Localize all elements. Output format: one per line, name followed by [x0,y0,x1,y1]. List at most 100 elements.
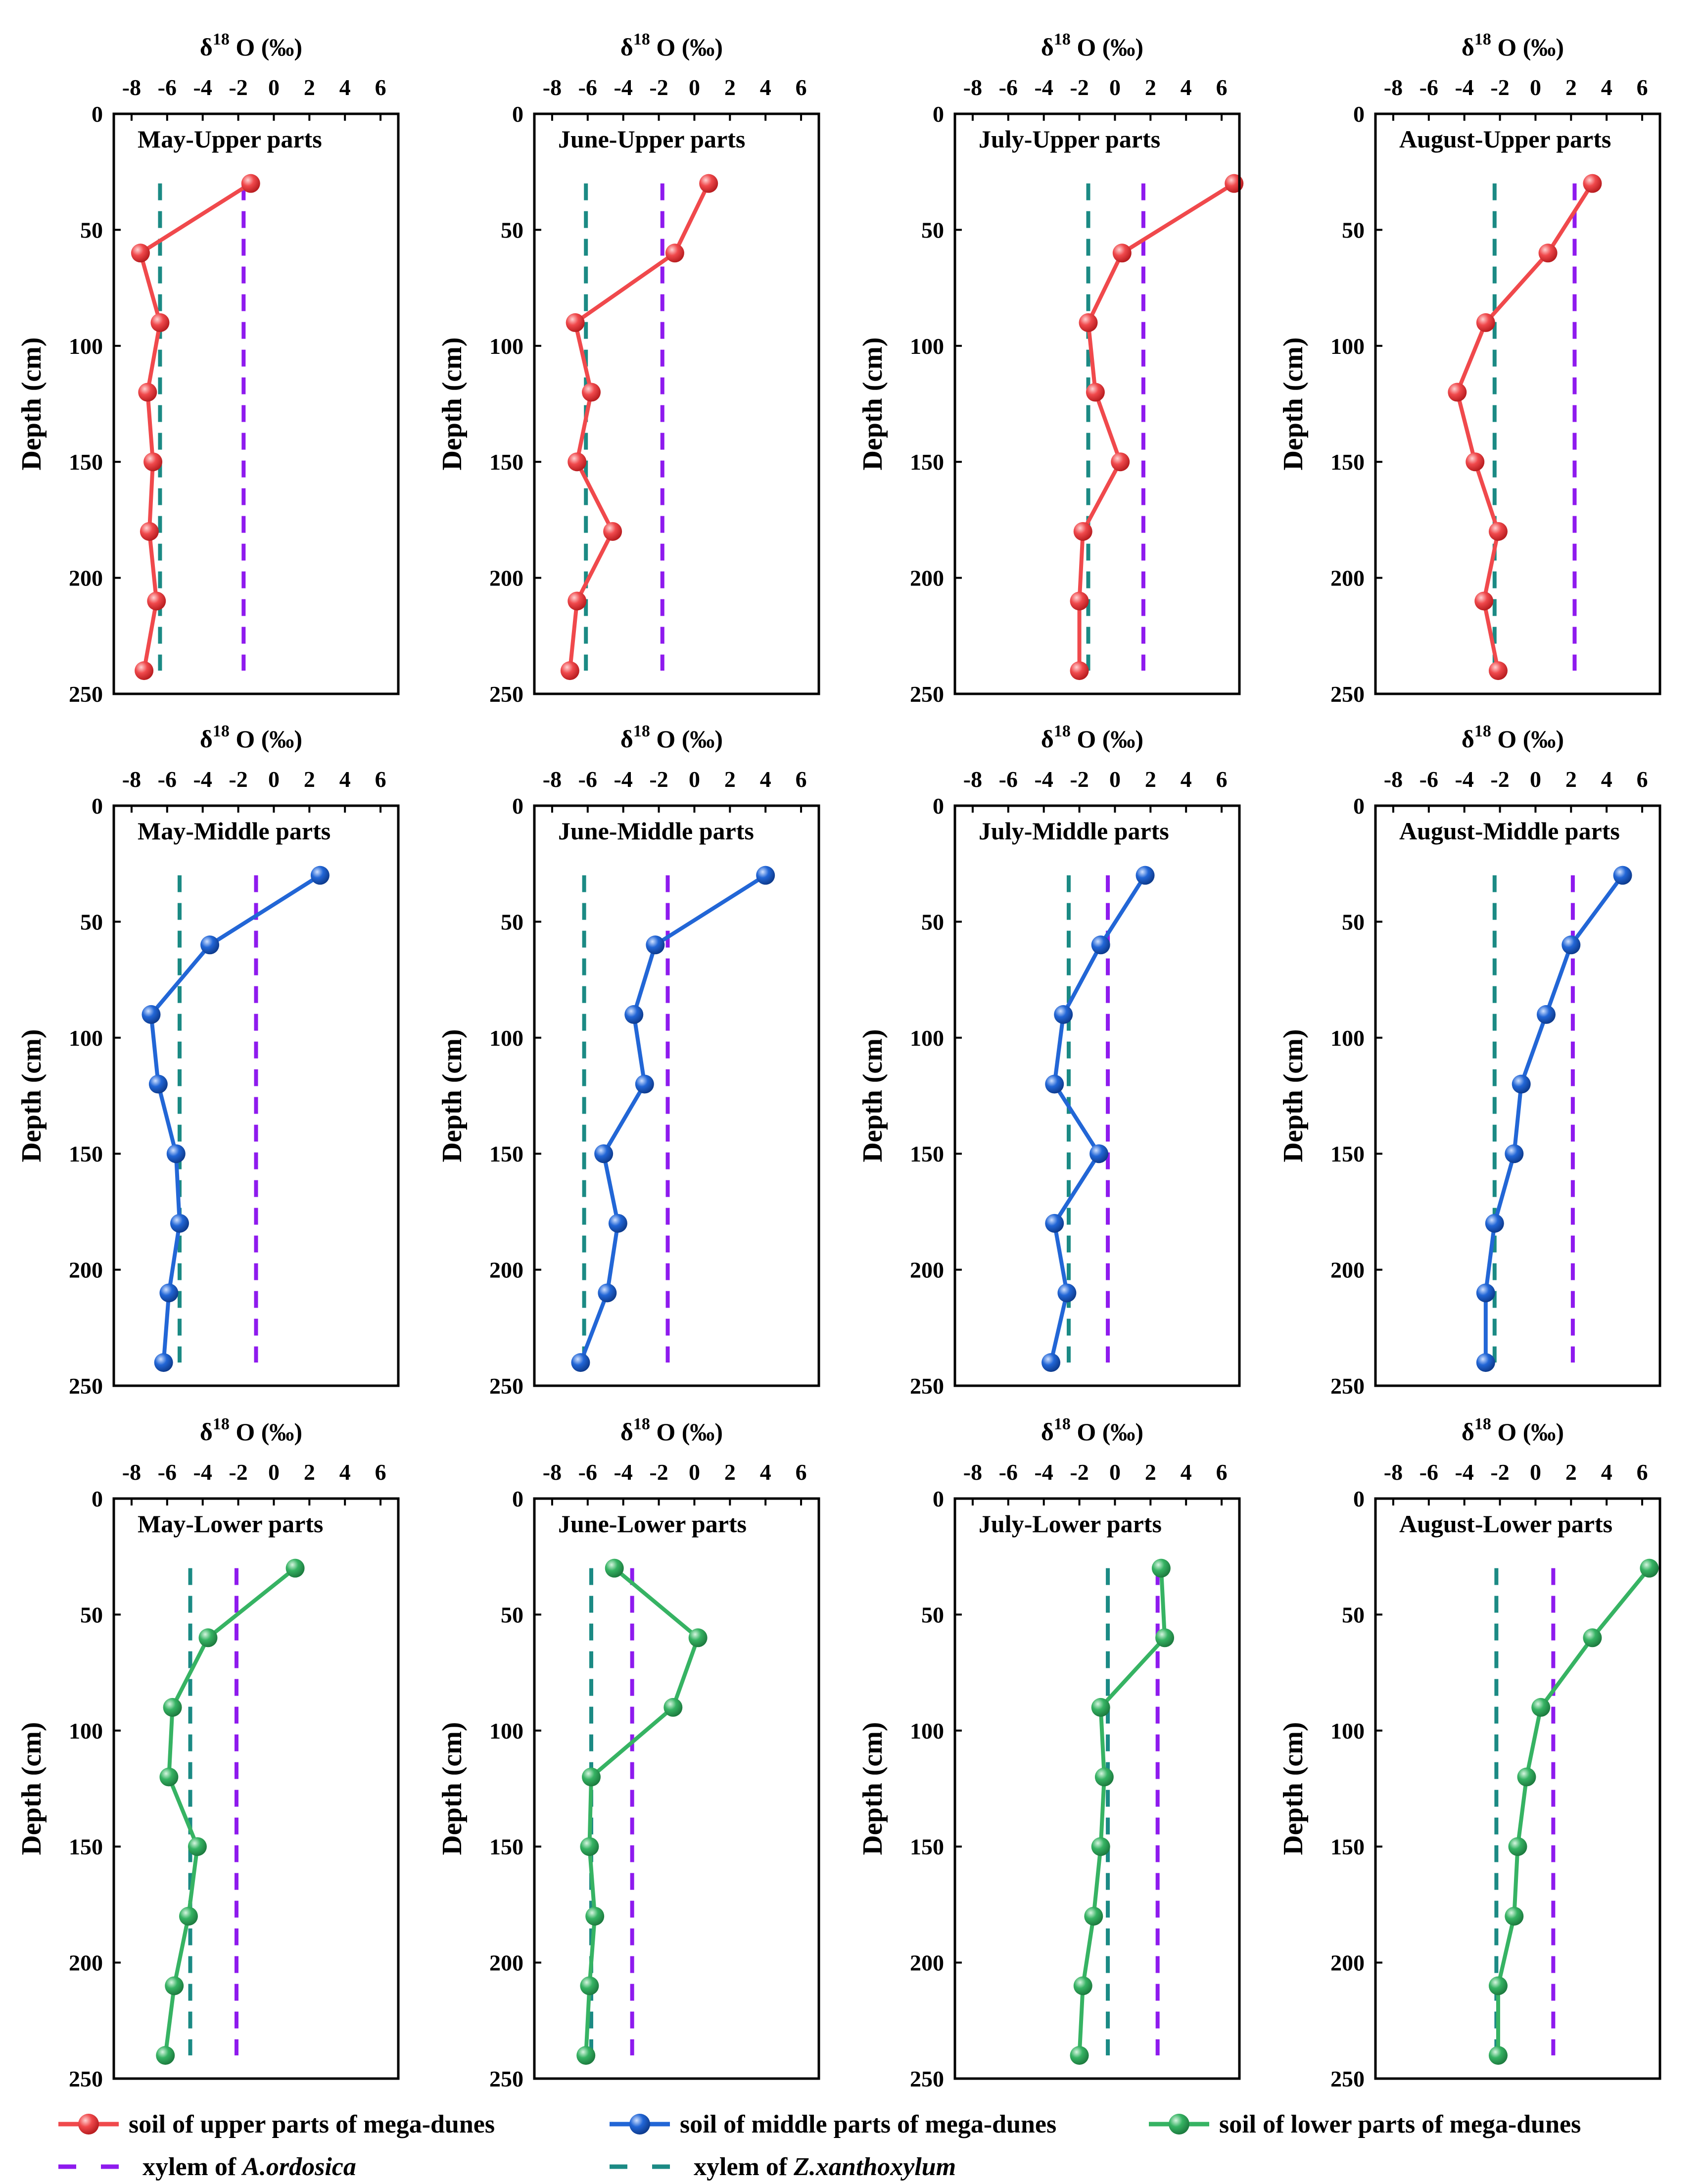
x-tick-label: 0 [1530,767,1541,792]
y-tick-label: 250 [489,681,523,707]
y-tick-label: 150 [910,1141,944,1166]
y-axis-label: Depth (cm) [16,337,47,470]
y-tick-label: 0 [933,101,944,127]
y-tick-label: 100 [69,334,103,359]
data-point [163,1698,182,1717]
data-point [646,935,665,955]
data-point [179,1906,198,1926]
legend: soil of upper parts of mega-dunes soil of… [58,2110,1581,2181]
y-tick-label: 0 [512,793,523,819]
y-tick-label: 100 [910,334,944,359]
data-point [200,935,220,955]
x-tick-label: -6 [578,767,597,792]
x-tick-label: 4 [339,767,351,792]
y-axis-label: Depth (cm) [857,1722,888,1855]
x-tick-label: 2 [724,1459,736,1485]
x-tick-label: 4 [760,1459,771,1485]
x-tick-label: 2 [1145,75,1156,100]
x-tick-label: -6 [578,75,597,100]
data-point [1073,1976,1092,1995]
data-point [608,1213,627,1233]
x-tick-label: -6 [1419,75,1438,100]
y-axis-label: Depth (cm) [437,1722,468,1855]
y-axis-label: Depth (cm) [1278,1029,1309,1162]
x-tick-label: 4 [1181,1459,1192,1485]
x-tick-label: -4 [1455,75,1474,100]
x-tick-label: -2 [229,767,247,792]
data-point [576,2046,596,2065]
data-point [1537,1005,1556,1024]
x-tick-label: -4 [1455,767,1474,792]
legend-marker-lower [1169,2114,1189,2135]
data-point [582,1767,601,1787]
y-tick-label: 0 [512,101,523,127]
data-point [756,866,775,885]
data-point [1517,1767,1536,1787]
data-point [159,1283,179,1303]
data-point [1485,1213,1504,1233]
x-tick-label: 0 [268,1459,280,1485]
x-tick-label: -4 [193,1459,212,1485]
data-point [285,1558,305,1578]
x-axis-label: δ18 O (‰) [1462,722,1564,753]
data-point [1057,1283,1077,1303]
data-point [148,1074,168,1094]
series-line-lower [163,1566,297,2056]
panel-title: July-Lower parts [979,1510,1162,1538]
panel-july-middle-parts: δ18 O (‰)Depth (cm)-8 -6 -4 -2 0 2 4 6050100150… [857,722,1241,1399]
panel-june-middle-parts: δ18 O (‰)Depth (cm)-8 -6 -4 -2 0 2 4 6050100150… [437,722,820,1399]
data-point [147,591,166,611]
x-tick-label: -2 [1490,767,1509,792]
panel-title: June-Lower parts [558,1510,747,1538]
data-point [150,313,170,332]
x-tick-label: 0 [268,767,280,792]
panel-title: August-Upper parts [1399,125,1611,153]
y-tick-label: 200 [1330,1258,1365,1283]
x-tick-label: 4 [1601,75,1612,100]
data-point [598,1283,617,1303]
data-point [198,1628,218,1648]
plot-frame [953,804,1241,1387]
y-tick-label: 0 [92,793,103,819]
data-point [1476,313,1495,332]
plot-frame [112,804,400,1387]
panels: δ18 O (‰)Depth (cm)-8 -6 -4 -2 0 2 4 6050100150… [16,30,1661,2091]
x-tick-label: -8 [543,1459,562,1485]
x-tick-label: -8 [963,767,982,792]
data-point [140,522,159,541]
x-tick-label: 4 [1601,767,1612,792]
panel-august-lower-parts: δ18 O (‰)Depth (cm)-8 -6 -4 -2 0 2 4 6050100150… [1278,1415,1661,2091]
x-tick-label: -8 [543,75,562,100]
y-tick-label: 100 [489,1025,523,1051]
series-line-upper [1455,182,1594,671]
series-line-upper [1077,182,1235,671]
data-point [166,1144,186,1164]
y-tick-label: 0 [933,793,944,819]
x-tick-label: -2 [1490,75,1509,100]
x-tick-label: -6 [999,75,1018,100]
x-tick-label: 6 [1216,1459,1228,1485]
y-tick-label: 250 [1330,1373,1365,1399]
y-tick-label: 100 [489,1718,523,1744]
x-tick-label: -4 [614,1459,633,1485]
data-point [154,1353,173,1372]
data-point [1476,1353,1495,1372]
panel-august-middle-parts: δ18 O (‰)Depth (cm)-8 -6 -4 -2 0 2 4 6050100150… [1278,722,1661,1399]
data-point [1613,866,1632,885]
y-tick-label: 250 [910,681,944,707]
x-axis-label: δ18 O (‰) [620,722,723,753]
data-point [310,866,330,885]
panel-title: July-Upper parts [979,125,1160,153]
data-point [1086,383,1105,402]
y-axis-label: Depth (cm) [857,1029,888,1162]
x-tick-label: 4 [760,75,771,100]
data-point [1073,522,1092,541]
x-tick-label: 4 [339,1459,351,1485]
x-tick-label: -2 [1070,767,1088,792]
plot-frame [112,112,400,695]
data-point [1505,1144,1524,1164]
x-tick-label: -2 [1070,75,1088,100]
x-tick-label: 6 [1637,767,1648,792]
y-tick-label: 50 [80,909,103,934]
y-tick-label: 150 [489,1141,523,1166]
